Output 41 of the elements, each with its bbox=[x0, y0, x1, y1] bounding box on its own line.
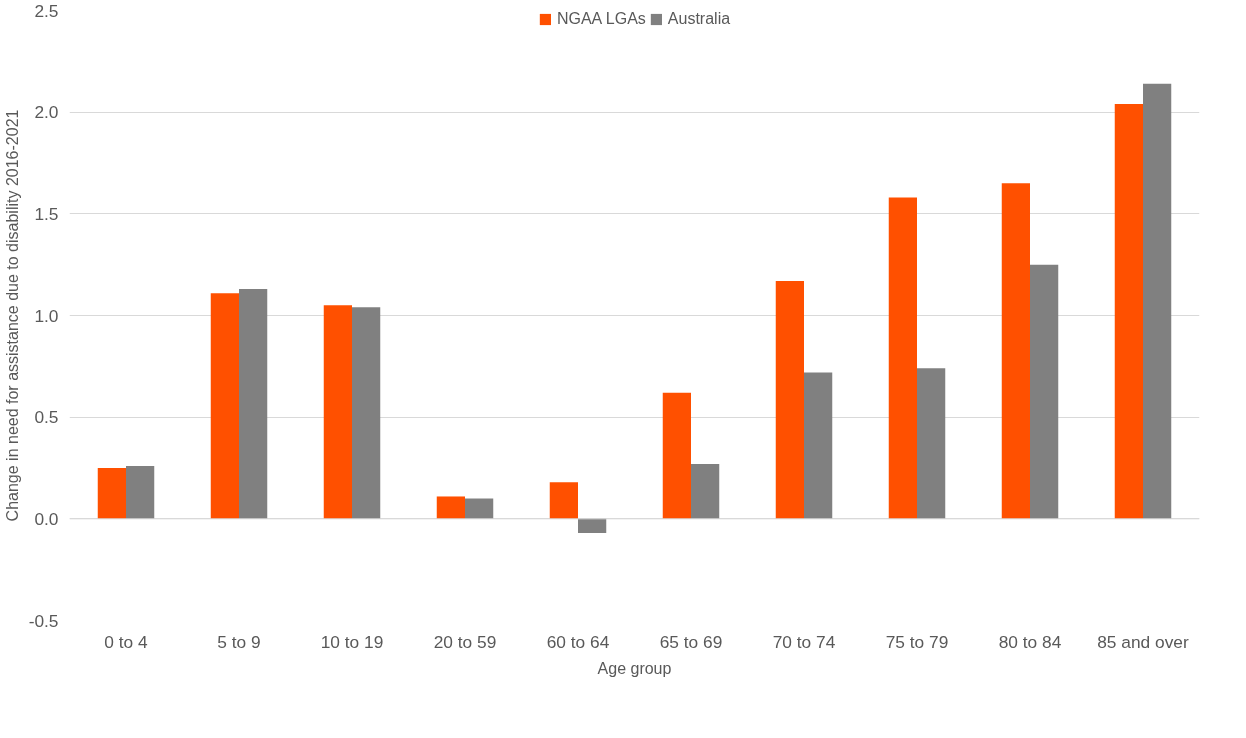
bar bbox=[239, 289, 268, 519]
x-tick-label: 80 to 84 bbox=[998, 631, 1062, 652]
x-tick-label: 10 to 19 bbox=[320, 631, 384, 652]
x-tick-label: 70 to 74 bbox=[772, 631, 836, 652]
bar bbox=[436, 496, 465, 519]
bar bbox=[352, 307, 381, 519]
bar bbox=[1143, 83, 1172, 519]
y-axis-title: Change in need for assistance due to disability 2016-2021 bbox=[3, 109, 21, 522]
legend-label: Australia bbox=[667, 10, 731, 28]
bar bbox=[1030, 264, 1059, 519]
legend-label: NGAA LGAs bbox=[556, 10, 646, 28]
x-tick-label: 60 to 64 bbox=[546, 631, 610, 652]
bar bbox=[210, 293, 239, 519]
y-tick-label: 1.5 bbox=[34, 203, 59, 224]
x-tick-label: 20 to 59 bbox=[433, 631, 497, 652]
bar bbox=[465, 498, 494, 519]
bar bbox=[1114, 104, 1143, 519]
x-tick-label: 85 and over bbox=[1097, 631, 1189, 652]
y-tick-label: -0.5 bbox=[28, 610, 59, 631]
x-tick-label: 5 to 9 bbox=[217, 631, 261, 652]
x-axis-title: Age group bbox=[597, 659, 672, 677]
bar bbox=[97, 468, 126, 519]
bar bbox=[549, 482, 578, 519]
bar bbox=[578, 518, 607, 534]
bar bbox=[804, 372, 833, 519]
x-tick-label: 75 to 79 bbox=[885, 631, 949, 652]
bar bbox=[662, 392, 691, 519]
y-tick-label: 2.5 bbox=[34, 0, 59, 21]
y-tick-label: 1.0 bbox=[34, 305, 59, 326]
x-tick-label: 0 to 4 bbox=[104, 631, 149, 652]
y-tick-label: 0.5 bbox=[34, 407, 59, 428]
bar bbox=[888, 197, 917, 519]
bar bbox=[917, 368, 946, 519]
y-tick-label: 0.0 bbox=[34, 508, 59, 529]
bar bbox=[691, 463, 720, 519]
bar bbox=[323, 305, 352, 519]
y-tick-label: 2.0 bbox=[34, 102, 59, 123]
bar bbox=[775, 280, 804, 519]
bar bbox=[1001, 183, 1030, 519]
bar bbox=[126, 465, 155, 519]
x-tick-label: 65 to 69 bbox=[659, 631, 723, 652]
